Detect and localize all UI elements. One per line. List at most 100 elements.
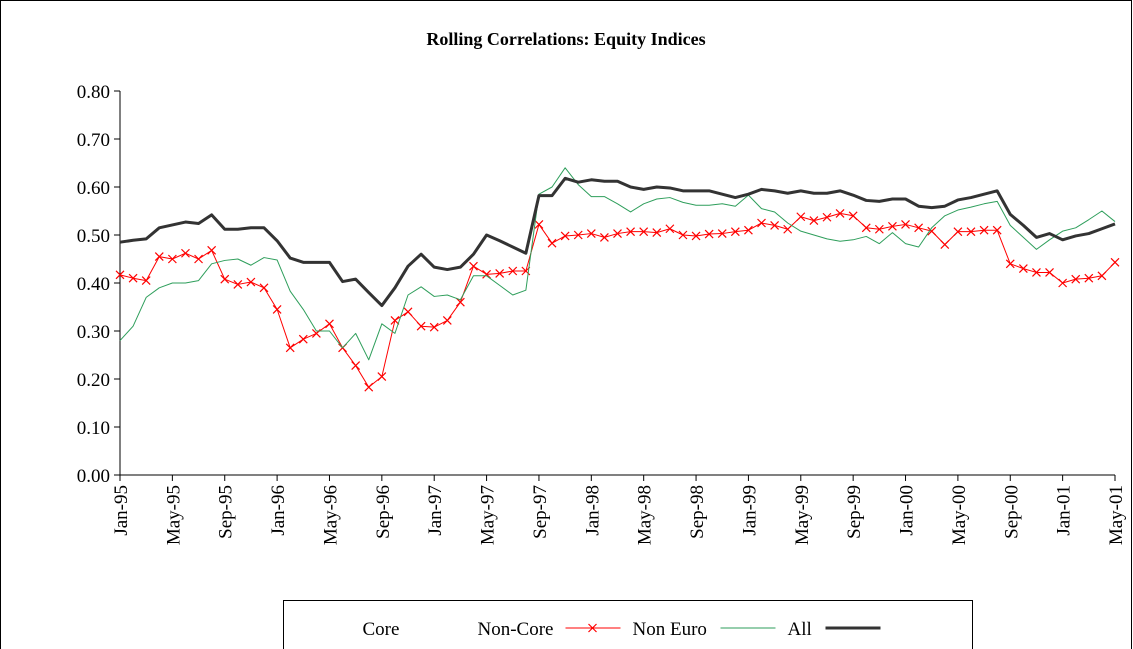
x-tick-label: Sep-95 — [216, 485, 237, 539]
marker — [717, 229, 727, 238]
legend-label: Core — [363, 619, 400, 640]
marker — [874, 224, 884, 234]
marker — [966, 227, 976, 237]
marker — [992, 225, 1002, 235]
marker — [979, 225, 989, 235]
x-tick-label: May-01 — [1106, 485, 1127, 545]
y-tick-label: 0.50 — [77, 226, 110, 247]
marker — [1110, 257, 1120, 267]
marker — [128, 273, 138, 283]
marker — [953, 227, 963, 237]
y-tick-label: 0.40 — [77, 274, 110, 295]
marker — [586, 229, 596, 238]
legend: Core Non-Core Non Euro All — [283, 600, 973, 649]
marker — [377, 372, 387, 382]
legend-label: All — [788, 619, 812, 640]
marker — [259, 283, 269, 293]
marker — [888, 221, 897, 231]
marker — [508, 266, 518, 276]
legend-label: Non-Core — [478, 619, 554, 640]
marker — [1058, 278, 1068, 288]
x-tick-label: May-96 — [320, 485, 341, 545]
marker — [704, 229, 714, 239]
marker — [115, 270, 125, 280]
marker — [757, 218, 766, 228]
x-tick-label: Sep-96 — [373, 485, 394, 539]
marker — [639, 227, 649, 237]
marker — [1071, 274, 1081, 284]
x-tick-label: May-95 — [163, 485, 184, 545]
marker — [285, 343, 295, 353]
marker — [861, 223, 871, 233]
marker — [770, 220, 780, 230]
x-tick-label: Jan-95 — [111, 485, 132, 536]
marker — [495, 268, 505, 278]
x-tick-label: May-97 — [478, 485, 499, 545]
marker — [560, 231, 570, 241]
marker — [573, 230, 583, 240]
marker — [246, 277, 256, 287]
x-tick-label: Jan-98 — [582, 485, 603, 536]
marker — [848, 211, 858, 221]
marker — [743, 225, 753, 235]
x-tick-label: Sep-99 — [844, 485, 865, 539]
marker — [665, 224, 675, 234]
marker — [207, 245, 217, 255]
marker — [154, 252, 164, 262]
marker — [730, 227, 740, 237]
marker — [927, 226, 937, 236]
marker — [141, 276, 151, 286]
marker — [1045, 268, 1054, 277]
y-tick-label: 0.00 — [77, 466, 110, 487]
marker — [167, 254, 177, 264]
marker — [691, 231, 701, 241]
marker — [901, 220, 910, 229]
marker — [1097, 271, 1107, 281]
y-tick-label: 0.70 — [77, 130, 110, 151]
x-tick-label: May-98 — [635, 485, 656, 545]
y-tick-label: 0.80 — [77, 82, 110, 103]
marker — [220, 274, 230, 284]
marker — [455, 297, 465, 307]
marker — [652, 228, 662, 238]
marker — [429, 322, 439, 332]
x-tick-label: Sep-00 — [1001, 485, 1022, 539]
marker — [835, 208, 845, 218]
marker — [390, 316, 400, 325]
chart-title: Rolling Correlations: Equity Indices — [426, 29, 705, 49]
marker — [272, 304, 282, 314]
y-tick-label: 0.30 — [77, 322, 110, 343]
y-tick-label: 0.20 — [77, 370, 110, 391]
legend-box — [283, 600, 973, 649]
marker — [351, 361, 361, 370]
marker — [298, 334, 308, 344]
marker — [626, 227, 636, 237]
marker — [1005, 259, 1015, 269]
marker — [181, 248, 190, 258]
legend-marker — [588, 623, 597, 633]
marker — [809, 216, 819, 226]
x-tick-label: May-00 — [949, 485, 970, 545]
marker — [233, 280, 243, 289]
marker — [194, 254, 203, 264]
x-tick-label: Jan-99 — [739, 485, 760, 536]
x-tick-label: May-99 — [792, 485, 813, 545]
marker — [416, 321, 426, 331]
marker — [613, 229, 622, 238]
marker — [403, 307, 413, 317]
y-tick-label: 0.10 — [77, 418, 110, 439]
marker — [678, 230, 688, 240]
series-line — [119, 167, 1116, 361]
x-tick-label: Jan-96 — [268, 485, 289, 536]
x-tick-label: Jan-00 — [897, 485, 918, 536]
marker — [796, 212, 806, 222]
marker — [822, 212, 832, 222]
marker — [534, 220, 544, 229]
marker — [1084, 273, 1094, 283]
legend-label: Non Euro — [633, 619, 707, 640]
marker — [1018, 264, 1028, 274]
marker — [325, 319, 334, 329]
